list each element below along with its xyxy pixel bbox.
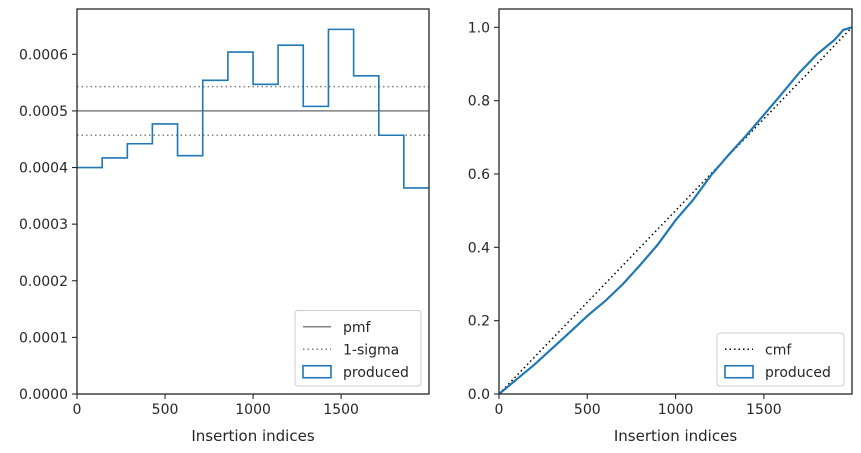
left-chart-pmf: 0 500 1000 1500 0.0000 0.0001 0.0002 0.0003 0.00… [19, 8, 430, 445]
right-y-tick-label: 0.0 [468, 387, 490, 403]
left-legend-handle-2 [302, 364, 332, 379]
left-legend-label-2: produced [343, 365, 409, 381]
right-y-tick-label: 0.2 [468, 314, 490, 330]
right-axes-frame [498, 8, 853, 395]
left-legend-box [294, 310, 422, 387]
left-y-tick-label: 0.0004 [19, 161, 68, 177]
cmf-line [499, 26, 852, 394]
right-chart-cmf: 0 500 1000 1500 0.0 0.2 0.4 0.6 0.8 1.0 Insertion … [468, 8, 853, 445]
right-legend-label-1: produced [765, 365, 831, 381]
right-y-tick-label: 0.6 [468, 167, 490, 183]
right-x-tick-label: 0 [495, 402, 504, 418]
produced-histogram [77, 28, 429, 189]
left-x-tick-label: 1500 [323, 402, 359, 418]
left-x-tick-label: 500 [152, 402, 179, 418]
left-y-tick-label: 0.0002 [19, 274, 68, 290]
right-legend: cmf produced [716, 332, 845, 387]
left-x-tick-label: 0 [73, 402, 82, 418]
right-y-tick-label: 0.8 [468, 94, 490, 110]
left-plot-area [77, 28, 429, 189]
right-legend-handle-1 [724, 364, 754, 379]
left-y-tick-label: 0.0000 [19, 387, 68, 403]
produced-line [499, 26, 852, 394]
right-y-tick-label: 0.4 [468, 240, 490, 256]
left-axes-frame [76, 8, 430, 395]
right-x-tick-label: 500 [574, 402, 601, 418]
left-x-tick-label: 1000 [235, 402, 271, 418]
right-plot-area [499, 26, 852, 394]
left-legend-label-1: 1-sigma [343, 342, 399, 358]
left-y-tick-label: 0.0005 [19, 104, 68, 120]
left-y-tick-label: 0.0003 [19, 217, 68, 233]
left-legend: pmf 1-sigma produced [294, 310, 422, 387]
right-x-tick-label: 1500 [746, 402, 782, 418]
right-x-tick-label: 1000 [658, 402, 694, 418]
right-y-tick-label: 1.0 [468, 20, 490, 36]
left-y-tick-label: 0.0006 [19, 47, 68, 63]
right-legend-box [716, 332, 845, 387]
left-x-axis-label: Insertion indices [191, 427, 314, 445]
left-y-tick-label: 0.0001 [19, 330, 68, 346]
right-legend-label-0: cmf [765, 342, 792, 358]
left-legend-label-0: pmf [343, 320, 372, 336]
right-x-axis-label: Insertion indices [614, 427, 737, 445]
